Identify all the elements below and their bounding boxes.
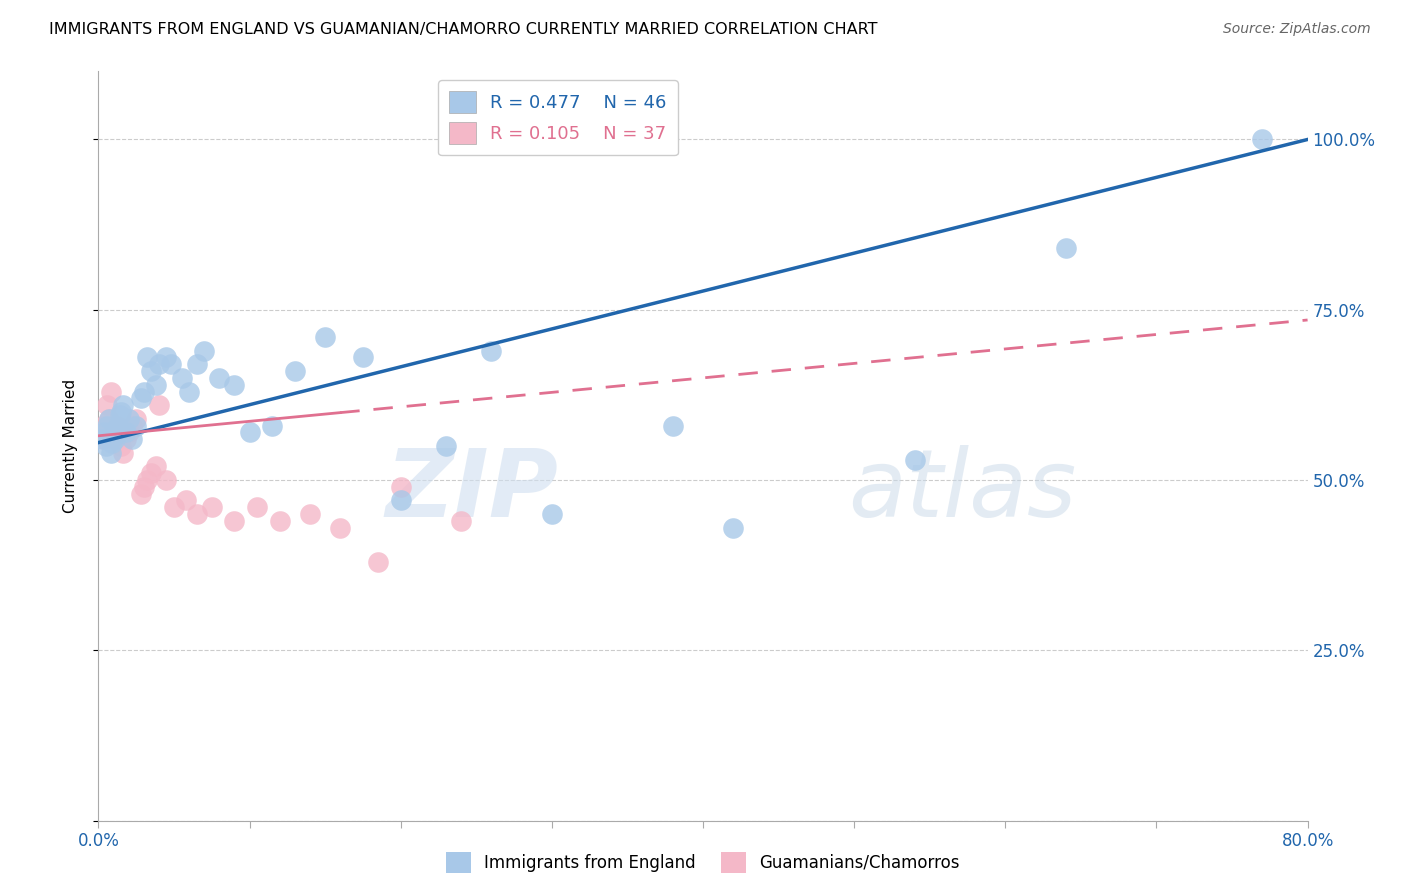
Point bbox=[103, 429, 125, 443]
Point bbox=[450, 514, 472, 528]
Point bbox=[132, 384, 155, 399]
Point bbox=[224, 514, 246, 528]
Point bbox=[299, 507, 322, 521]
Point bbox=[101, 422, 124, 436]
Point bbox=[329, 521, 352, 535]
Point bbox=[723, 521, 745, 535]
Point bbox=[121, 418, 143, 433]
Text: IMMIGRANTS FROM ENGLAND VS GUAMANIAN/CHAMORRO CURRENTLY MARRIED CORRELATION CHAR: IMMIGRANTS FROM ENGLAND VS GUAMANIAN/CHA… bbox=[49, 22, 877, 37]
Text: Source: ZipAtlas.com: Source: ZipAtlas.com bbox=[1223, 22, 1371, 37]
Point bbox=[163, 500, 186, 515]
Point bbox=[105, 422, 128, 436]
Point bbox=[141, 364, 163, 378]
Point bbox=[125, 418, 148, 433]
Point bbox=[108, 409, 131, 423]
Point bbox=[179, 384, 201, 399]
Point bbox=[145, 459, 167, 474]
Point bbox=[352, 351, 374, 365]
Point bbox=[186, 357, 208, 371]
Point bbox=[94, 425, 117, 440]
Point bbox=[148, 357, 170, 371]
Point bbox=[104, 425, 127, 440]
Point bbox=[193, 343, 215, 358]
Point bbox=[314, 330, 336, 344]
Point bbox=[208, 371, 231, 385]
Point bbox=[661, 418, 683, 433]
Point bbox=[107, 418, 129, 433]
Point bbox=[160, 357, 183, 371]
Y-axis label: Currently Married: Currently Married bbox=[63, 379, 77, 513]
Point bbox=[100, 384, 122, 399]
Point bbox=[148, 398, 170, 412]
Point bbox=[96, 398, 118, 412]
Point bbox=[114, 432, 136, 446]
Point bbox=[107, 418, 129, 433]
Point bbox=[434, 439, 457, 453]
Point bbox=[174, 493, 197, 508]
Point bbox=[170, 371, 193, 385]
Point bbox=[91, 418, 114, 433]
Point bbox=[904, 452, 927, 467]
Point bbox=[1251, 132, 1274, 146]
Point bbox=[91, 432, 114, 446]
Point bbox=[93, 432, 115, 446]
Point bbox=[129, 486, 152, 500]
Point bbox=[389, 493, 412, 508]
Point bbox=[110, 405, 132, 419]
Point bbox=[104, 432, 127, 446]
Point bbox=[224, 377, 246, 392]
Point bbox=[135, 473, 157, 487]
Point bbox=[110, 439, 132, 453]
Point bbox=[98, 411, 121, 425]
Point bbox=[108, 432, 131, 446]
Point bbox=[93, 425, 115, 440]
Point bbox=[105, 429, 128, 443]
Point bbox=[103, 432, 125, 446]
Point bbox=[145, 377, 167, 392]
Point bbox=[284, 364, 307, 378]
Point bbox=[111, 446, 134, 460]
Point bbox=[201, 500, 224, 515]
Legend: R = 0.477    N = 46, R = 0.105    N = 37: R = 0.477 N = 46, R = 0.105 N = 37 bbox=[439, 80, 678, 155]
Point bbox=[121, 432, 143, 446]
Point bbox=[540, 507, 562, 521]
Point bbox=[132, 480, 155, 494]
Point bbox=[239, 425, 262, 440]
Point bbox=[129, 392, 152, 406]
Point bbox=[155, 473, 177, 487]
Point bbox=[114, 425, 136, 440]
Point bbox=[100, 446, 122, 460]
Point bbox=[481, 343, 503, 358]
Point bbox=[389, 480, 412, 494]
Point bbox=[96, 418, 118, 433]
Point bbox=[125, 411, 148, 425]
Point bbox=[94, 439, 117, 453]
Point bbox=[101, 435, 124, 450]
Point bbox=[269, 514, 291, 528]
Text: ZIP: ZIP bbox=[385, 445, 558, 537]
Point bbox=[246, 500, 269, 515]
Point bbox=[141, 467, 163, 481]
Point bbox=[118, 411, 141, 425]
Point bbox=[135, 351, 157, 365]
Point bbox=[1054, 242, 1077, 256]
Point bbox=[111, 398, 134, 412]
Point bbox=[118, 425, 141, 440]
Point bbox=[186, 507, 208, 521]
Point bbox=[367, 555, 389, 569]
Legend: Immigrants from England, Guamanians/Chamorros: Immigrants from England, Guamanians/Cham… bbox=[440, 846, 966, 880]
Point bbox=[155, 351, 177, 365]
Point bbox=[98, 411, 121, 425]
Text: atlas: atlas bbox=[848, 445, 1077, 536]
Point bbox=[262, 418, 284, 433]
